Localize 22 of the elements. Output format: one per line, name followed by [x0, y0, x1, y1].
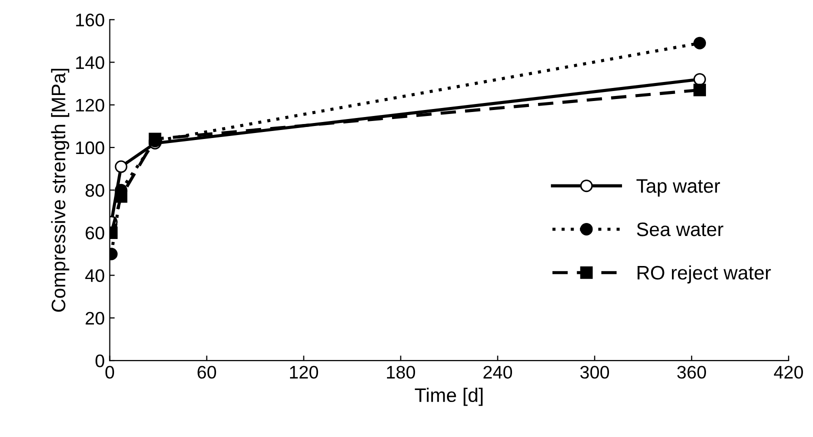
y-tick-label: 80: [86, 184, 104, 197]
x-tick-label: 180: [387, 366, 416, 379]
x-tick-label: 60: [198, 366, 216, 379]
x-tick-label: 420: [774, 366, 803, 379]
y-tick-label: 60: [86, 226, 104, 240]
y-tick-label: 0: [96, 354, 104, 368]
legend-label: Sea water: [636, 222, 724, 236]
y-tick-label: 40: [85, 269, 104, 282]
y-tick-label: 20: [86, 312, 104, 325]
x-tick-label: 120: [290, 366, 318, 379]
legend-label: Tap water: [636, 179, 720, 197]
x-axis-title: Time [d]: [414, 388, 483, 406]
x-tick-label: 360: [677, 366, 706, 379]
x-tick-label: 300: [580, 366, 610, 379]
y-tick-label: 140: [76, 56, 104, 69]
y-axis-title: Compressive strength [MPa]: [51, 68, 70, 312]
y-tick-label: 160: [76, 14, 104, 26]
y-tick-label: 120: [76, 98, 104, 112]
y-tick-label: 100: [76, 141, 104, 154]
legend-label: RO reject water: [638, 265, 771, 284]
x-tick-label: 0: [105, 366, 114, 379]
x-tick-label: 240: [484, 366, 512, 379]
